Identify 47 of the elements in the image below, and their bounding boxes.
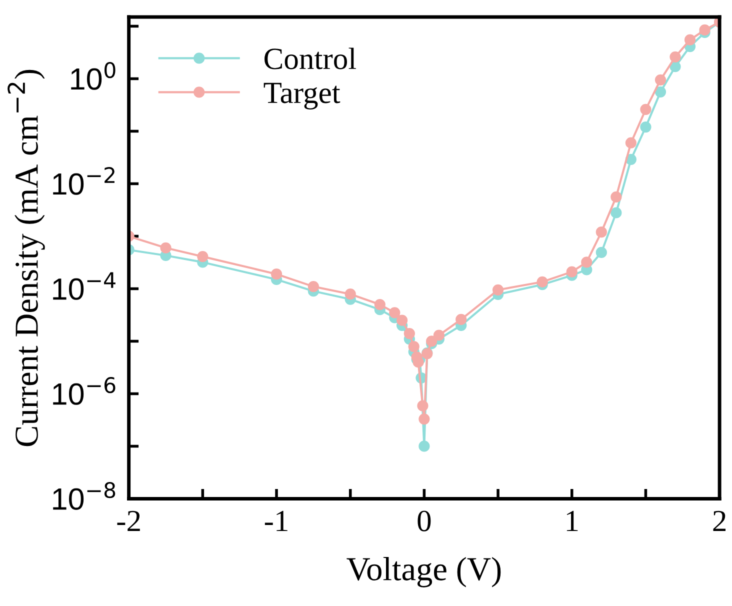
point	[404, 328, 415, 340]
point	[610, 191, 622, 202]
point	[566, 266, 578, 278]
point	[417, 400, 428, 412]
x-tick-label: 0	[418, 510, 431, 532]
point	[344, 288, 356, 300]
point	[596, 226, 607, 238]
x-tick-label: -2	[117, 510, 140, 532]
y-tick-label: 10$^{−6}$	[53, 377, 116, 405]
point	[270, 268, 282, 280]
point	[433, 330, 445, 341]
point	[308, 281, 319, 292]
point	[596, 246, 607, 258]
point	[418, 413, 430, 425]
y-tick-label: 10$^{0}$	[71, 62, 116, 90]
point	[492, 284, 504, 296]
point	[699, 24, 710, 36]
x-axis-title: Voltage (V)	[346, 557, 501, 588]
y-axis-title: Current Density (mA cm$^{−2}$)	[8, 70, 45, 446]
point	[640, 122, 652, 133]
point	[654, 86, 666, 98]
y-tick-label: 10$^{−8}$	[53, 482, 116, 510]
point	[456, 314, 467, 325]
point	[374, 298, 386, 310]
x-tick-label: 1	[566, 510, 578, 532]
point	[426, 336, 438, 347]
point	[640, 104, 652, 115]
y-tick-label: 10$^{−2}$	[53, 166, 114, 195]
point	[389, 307, 400, 318]
point	[418, 440, 430, 452]
y-tick-label: 10$^{−4}$	[53, 272, 116, 300]
point	[670, 51, 681, 62]
point	[581, 256, 592, 268]
point	[536, 276, 548, 288]
point	[625, 137, 637, 148]
point	[610, 207, 622, 218]
x-tick-label: 2	[713, 510, 726, 532]
point	[684, 34, 696, 46]
x-tick-label: -1	[264, 510, 288, 532]
legend-label: Target	[264, 82, 340, 110]
point	[160, 242, 172, 254]
legend-label: Control	[264, 48, 356, 70]
point	[408, 341, 420, 352]
point	[396, 314, 408, 326]
point	[197, 251, 208, 262]
point	[412, 356, 424, 368]
point	[654, 74, 666, 86]
